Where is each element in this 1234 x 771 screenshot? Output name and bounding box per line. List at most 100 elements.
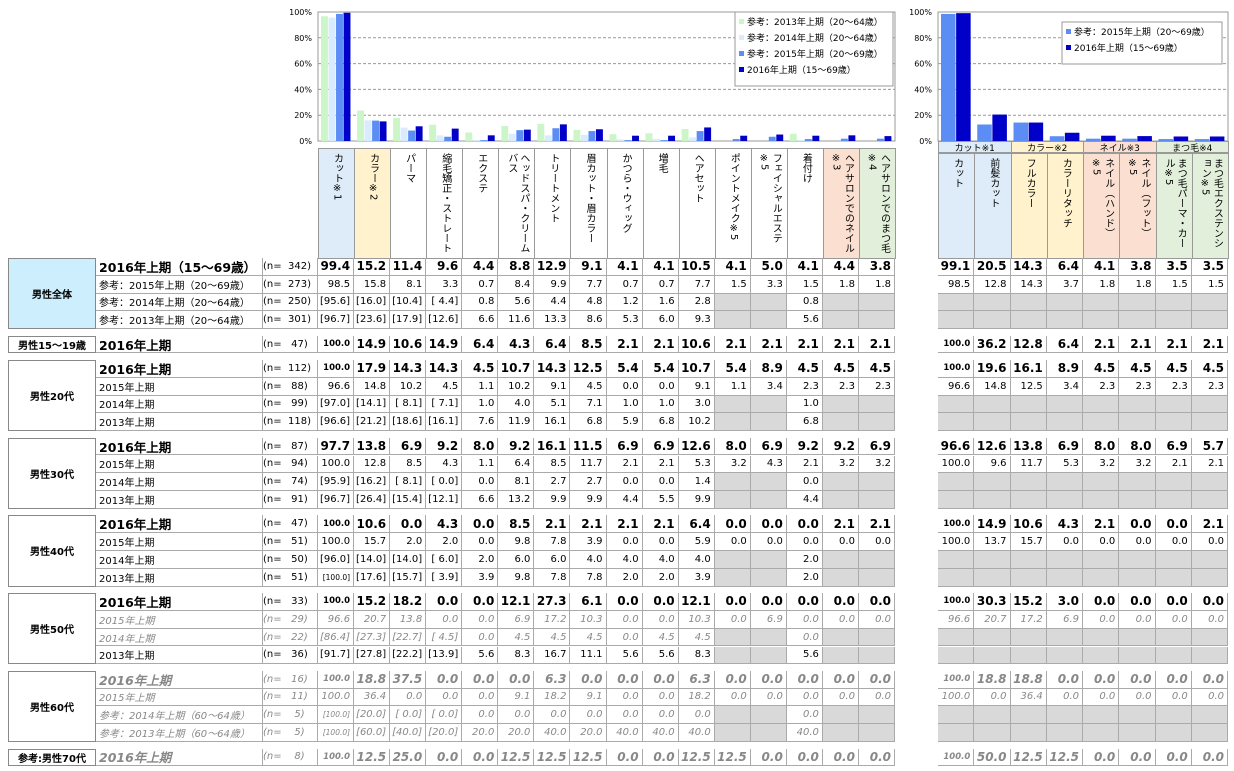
value-cell: 99.4: [318, 258, 355, 276]
value-cell: [ 3.9]: [426, 568, 463, 587]
value-cell: 0.0: [1191, 533, 1228, 551]
value-cell: 0.0: [462, 688, 499, 707]
value-cell: 0.0: [642, 377, 679, 396]
row-n: (n= 87): [263, 437, 318, 456]
value-cell: 4.5: [426, 377, 463, 396]
bar: [992, 114, 1007, 141]
bar: [537, 123, 545, 141]
empty-cell: [1155, 491, 1192, 509]
value-cell: 13.8: [354, 437, 391, 456]
empty-cell: [1046, 724, 1083, 742]
row-label: 2013年上期: [96, 491, 263, 509]
value-cell: 36.4: [354, 688, 391, 707]
value-cell: 0.0: [1119, 533, 1156, 551]
value-cell: [96.0]: [318, 551, 355, 569]
empty-cell: [974, 724, 1011, 742]
value-cell: 14.8: [974, 377, 1011, 396]
empty-cell: [858, 491, 895, 509]
value-cell: 4.4: [786, 491, 823, 509]
value-cell: 3.2: [822, 455, 859, 474]
value-cell: 12.6: [678, 437, 715, 456]
column-group-header: カラー※2: [1010, 141, 1084, 153]
row-label: 参考：2013年上期（20～64歳）: [96, 311, 263, 330]
value-cell: 18.2: [390, 593, 427, 611]
empty-cell: [1046, 473, 1083, 492]
empty-cell: [822, 646, 859, 665]
value-cell: 6.4: [1046, 258, 1083, 276]
value-cell: 0.0: [822, 533, 859, 551]
empty-cell: [938, 293, 975, 312]
value-cell: 0.0: [714, 515, 751, 534]
value-cell: 1.0: [642, 395, 679, 414]
value-cell: 12.5: [534, 748, 571, 767]
empty-cell: [938, 551, 975, 569]
column-header-text: 前髪カット: [987, 158, 999, 208]
value-cell: [22.2]: [390, 646, 427, 665]
empty-cell: [822, 395, 859, 414]
column-group-header: まつ毛※4: [1155, 141, 1229, 153]
empty-cell: [822, 724, 859, 742]
empty-cell: [1155, 473, 1192, 492]
value-cell: 37.5: [390, 670, 427, 689]
value-cell: 15.8: [354, 275, 391, 294]
value-cell: 20.7: [974, 610, 1011, 629]
empty-cell: [858, 293, 895, 312]
value-cell: 11.5: [570, 437, 607, 456]
empty-cell: [1155, 311, 1192, 330]
empty-cell: [750, 724, 787, 742]
value-cell: 0.0: [462, 670, 499, 689]
legend-label: 参考：2013年上期（20～64歳）: [747, 16, 883, 28]
value-cell: 2.1: [714, 335, 751, 354]
y-tick-label: 100%: [909, 8, 932, 17]
value-cell: 2.0: [426, 533, 463, 551]
value-cell: 1.6: [642, 293, 679, 312]
value-cell: 0.0: [462, 628, 499, 647]
value-cell: 6.9: [390, 437, 427, 456]
value-cell: 16.1: [534, 413, 571, 432]
value-cell: 0.0: [750, 533, 787, 551]
empty-cell: [974, 551, 1011, 569]
value-cell: 2.7: [570, 473, 607, 492]
row-n: (n= 47): [263, 515, 318, 534]
value-cell: 0.0: [426, 688, 463, 707]
value-cell: 2.0: [642, 568, 679, 587]
value-cell: 4.5: [534, 628, 571, 647]
value-cell: 3.4: [750, 377, 787, 396]
bar: [689, 137, 697, 141]
bar: [588, 131, 596, 141]
empty-cell: [1191, 293, 1228, 312]
empty-cell: [1155, 628, 1192, 647]
empty-cell: [750, 395, 787, 414]
bar: [645, 133, 653, 141]
legend-swatch: [739, 35, 744, 40]
value-cell: 0.8: [462, 293, 499, 312]
value-cell: 1.0: [606, 395, 643, 414]
value-cell: 0.0: [1083, 593, 1120, 611]
value-cell: 0.0: [606, 533, 643, 551]
value-cell: 0.7: [462, 275, 499, 294]
value-cell: 2.1: [606, 515, 643, 534]
value-cell: 3.2: [1119, 455, 1156, 474]
value-cell: 100.0: [318, 748, 355, 767]
value-cell: 0.0: [426, 610, 463, 629]
value-cell: 5.6: [786, 646, 823, 665]
value-cell: 96.6: [318, 377, 355, 396]
empty-cell: [938, 473, 975, 492]
empty-cell: [822, 706, 859, 725]
value-cell: 6.6: [462, 491, 499, 509]
value-cell: 8.6: [570, 311, 607, 330]
value-cell: [23.6]: [354, 311, 391, 330]
column-header: まつ毛エクステンション※5: [1191, 153, 1229, 259]
value-cell: 99.1: [938, 258, 975, 276]
bar: [696, 131, 704, 141]
empty-cell: [858, 395, 895, 414]
value-cell: 0.0: [1155, 688, 1192, 707]
empty-cell: [974, 706, 1011, 725]
value-cell: 0.0: [606, 670, 643, 689]
value-cell: 2.1: [1083, 515, 1120, 534]
value-cell: 0.0: [1155, 670, 1192, 689]
empty-cell: [1046, 551, 1083, 569]
value-cell: 12.5: [354, 748, 391, 767]
empty-cell: [938, 395, 975, 414]
value-cell: 0.0: [858, 610, 895, 629]
